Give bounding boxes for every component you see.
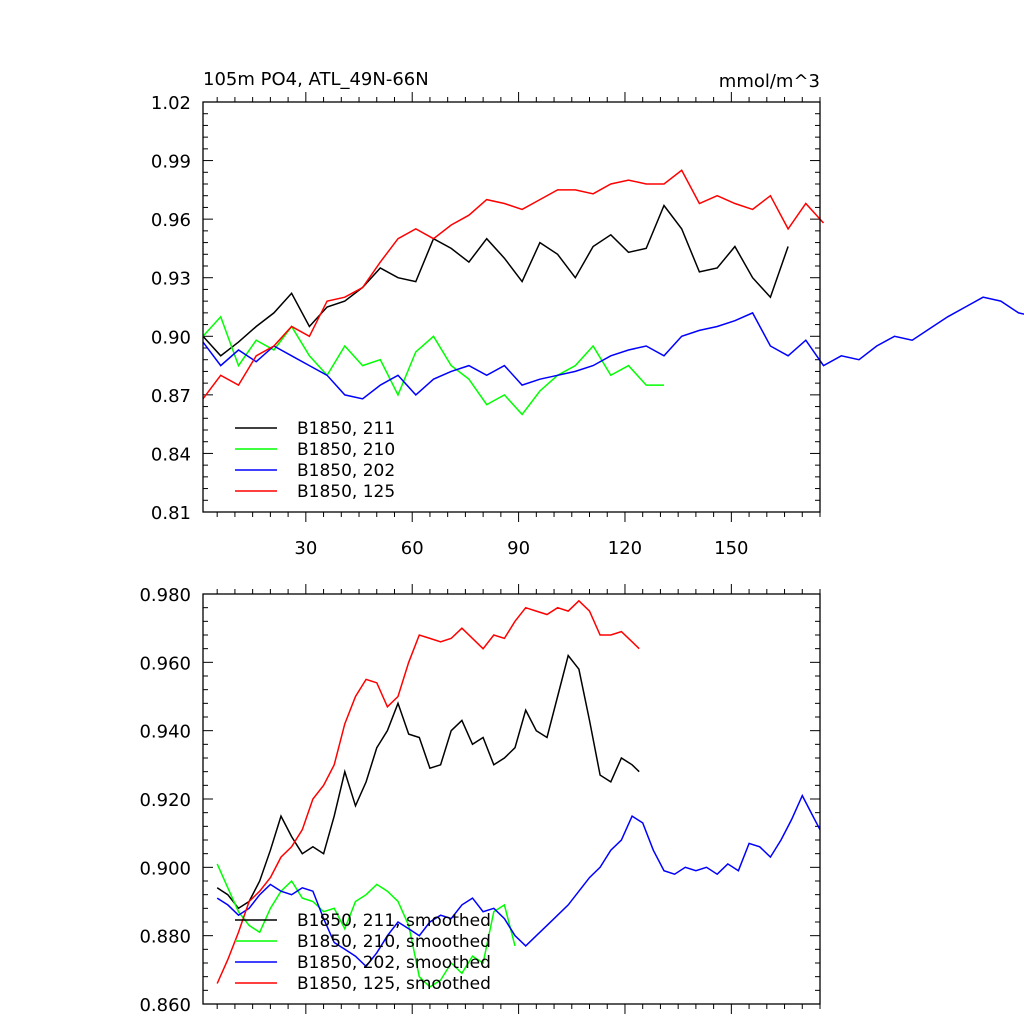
units-label: mmol/m^3 xyxy=(719,71,820,92)
series-line xyxy=(216,863,516,988)
y-tick-label: 0.93 xyxy=(151,269,191,290)
x-tick-label: 150 xyxy=(714,538,748,559)
series-line xyxy=(216,793,821,968)
legend-label: B1850, 125 xyxy=(297,482,395,502)
legend-label: B1850, 210, smoothed xyxy=(297,932,491,952)
y-tick-label: 0.860 xyxy=(139,995,191,1016)
x-tick-label: 90 xyxy=(507,538,530,559)
y-tick-label: 0.960 xyxy=(139,653,191,674)
legend-label: B1850, 202 xyxy=(297,461,395,481)
series-line xyxy=(216,653,640,910)
legend-label: B1850, 211, smoothed xyxy=(297,911,491,931)
y-tick-label: 0.81 xyxy=(151,503,191,524)
y-tick-label: 1.02 xyxy=(151,93,191,114)
series-line xyxy=(202,296,1024,400)
y-tick-label: 0.87 xyxy=(151,386,191,407)
y-tick-label: 0.920 xyxy=(139,790,191,811)
series-line xyxy=(202,204,789,357)
x-tick-label: 120 xyxy=(608,538,642,559)
top-panel: 105m PO4, ATL_49N-66N mmol/m^3 0.810.840… xyxy=(151,69,1024,559)
y-tick-label: 0.84 xyxy=(151,444,191,465)
series-line xyxy=(202,315,664,416)
top-series-lines xyxy=(202,169,1024,416)
y-tick-label: 0.880 xyxy=(139,927,191,948)
y-tick-label: 0.900 xyxy=(139,858,191,879)
x-tick-label: 60 xyxy=(401,538,424,559)
legend-label: B1850, 202, smoothed xyxy=(297,953,491,973)
bottom-series-lines xyxy=(216,599,821,988)
top-axes: 0.81 0.84 0.87 0.90 0.93 0.96 0.99 1.02 30 60 90 12… xyxy=(151,92,821,559)
chart-title: 105m PO4, ATL_49N-66N xyxy=(203,69,429,90)
y-tick-label: 0.99 xyxy=(151,152,191,173)
top-plot-frame xyxy=(202,101,821,513)
series-line xyxy=(202,169,825,400)
bottom-axes: 0.860 0.880 0.900 0.920 0.940 0.960 0.980 xyxy=(139,584,821,1016)
bottom-panel: 0.860 0.880 0.900 0.920 0.940 0.960 0.980 B185… xyxy=(139,584,821,1016)
series-line xyxy=(216,599,640,984)
x-tick-label: 30 xyxy=(294,538,317,559)
y-tick-label: 0.90 xyxy=(151,327,191,348)
legend-label: B1850, 211 xyxy=(297,419,395,439)
legend-label: B1850, 125, smoothed xyxy=(297,974,491,994)
y-tick-label: 0.940 xyxy=(139,722,191,743)
bottom-plot-frame xyxy=(202,593,821,1005)
legend-label: B1850, 210 xyxy=(297,440,395,460)
y-tick-label: 0.96 xyxy=(151,210,191,231)
y-tick-label: 0.980 xyxy=(139,585,191,606)
